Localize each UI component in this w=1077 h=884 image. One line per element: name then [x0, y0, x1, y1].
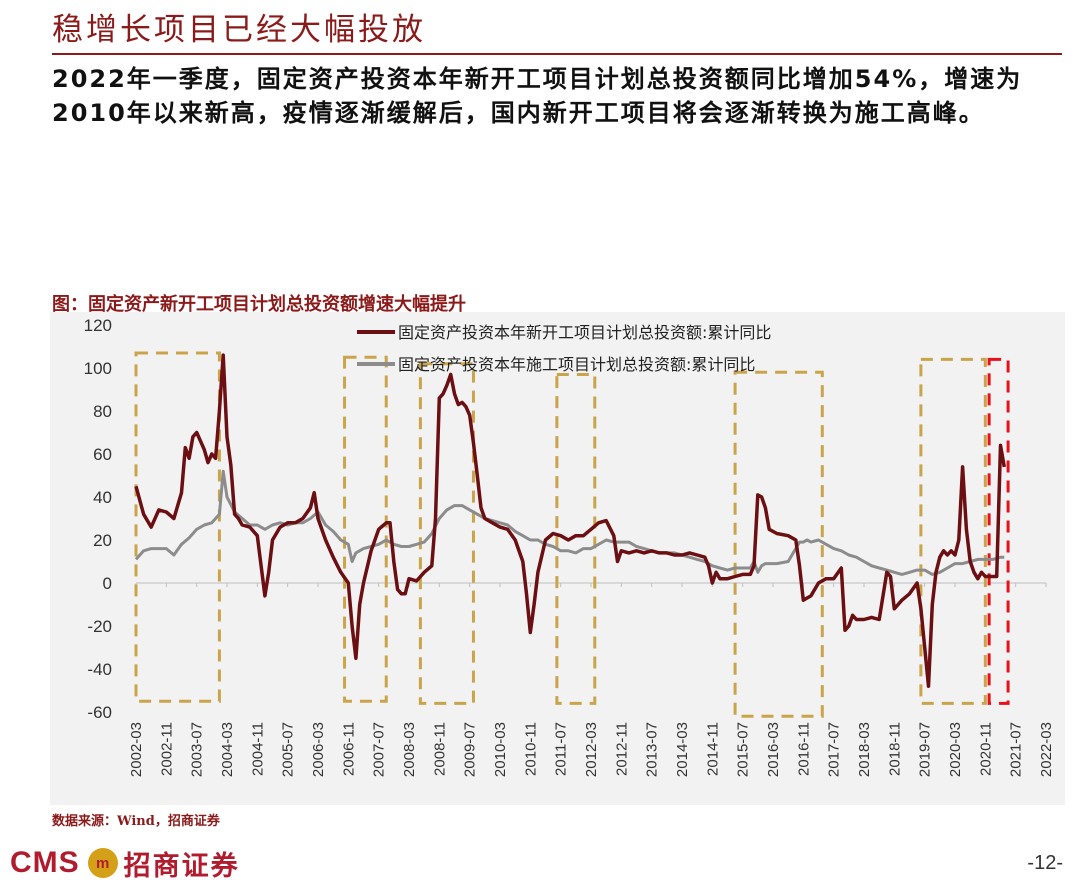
y-tick-label: 100	[84, 359, 112, 378]
logo-emblem-icon: m	[87, 848, 118, 878]
highlight-box	[418, 362, 475, 705]
slide-title: 稳增长项目已经大幅投放	[52, 12, 426, 48]
y-tick-label: -60	[87, 703, 112, 722]
x-tick-label: 2020-03	[947, 722, 964, 777]
x-tick-label: 2010-11	[522, 722, 539, 776]
title-divider	[52, 53, 1062, 55]
x-tick-label: 2005-07	[280, 722, 297, 777]
x-tick-label: 2010-03	[492, 722, 509, 777]
x-tick-label: 2020-11	[977, 722, 994, 776]
x-tick-label: 2017-07	[826, 722, 843, 777]
y-tick-label: -20	[87, 617, 112, 636]
x-tick-label: 2006-11	[340, 722, 357, 776]
series-line	[134, 469, 1005, 576]
highlight-box	[987, 357, 1010, 705]
x-tick-label: 2004-03	[219, 722, 236, 777]
y-tick-label: 60	[93, 445, 112, 464]
company-logo: CMS m 招商证券	[10, 843, 240, 883]
y-tick-label: -40	[87, 660, 112, 679]
x-tick-label: 2011-07	[553, 722, 570, 776]
x-tick-label: 2007-07	[371, 722, 388, 777]
data-source: 数据来源：Wind，招商证券	[52, 814, 220, 829]
x-tick-label: 2013-07	[644, 722, 661, 777]
y-tick-label: 0	[103, 574, 112, 593]
x-tick-label: 2012-11	[613, 722, 630, 776]
x-tick-label: 2002-11	[158, 722, 175, 776]
x-tick-label: 2006-03	[310, 722, 327, 777]
x-tick-label: 2021-07	[1008, 722, 1025, 777]
y-tick-label: 120	[84, 316, 112, 335]
x-tick-label: 2008-03	[401, 722, 418, 777]
figure-caption: 图：固定资产新开工项目计划总投资额增速大幅提升	[52, 294, 466, 315]
legend-label: 固定资产投资本年新开工项目计划总投资额:累计同比	[398, 323, 771, 342]
x-tick-label: 2019-07	[917, 722, 934, 777]
x-tick-label: 2002-03	[128, 722, 145, 777]
x-tick-label: 2018-03	[856, 722, 873, 777]
x-tick-label: 2015-07	[735, 722, 752, 777]
highlight-box	[733, 370, 824, 718]
legend-label: 固定资产投资本年施工项目计划总投资额:累计同比	[398, 355, 755, 374]
x-tick-label: 2016-11	[795, 722, 812, 776]
logo-latin: CMS	[10, 846, 80, 879]
x-tick-label: 2016-03	[765, 722, 782, 777]
y-tick-label: 80	[93, 402, 112, 421]
page-number: -12-	[1027, 852, 1063, 874]
series-line	[134, 353, 1007, 688]
highlight-box	[134, 351, 221, 703]
x-tick-label: 2008-11	[431, 722, 448, 776]
x-tick-label: 2018-11	[886, 722, 903, 776]
x-tick-label: 2022-03	[1038, 722, 1055, 777]
x-tick-label: 2004-11	[249, 722, 266, 776]
x-tick-label: 2009-07	[462, 722, 479, 777]
summary-text: 2022年一季度，固定资产投资本年新开工项目计划总投资额同比增加54%，增速为2…	[52, 65, 1023, 127]
highlight-box	[919, 357, 987, 705]
y-tick-label: 20	[93, 531, 112, 550]
highlight-box	[555, 372, 597, 705]
x-tick-label: 2012-03	[583, 722, 600, 777]
x-tick-label: 2003-07	[189, 722, 206, 777]
x-tick-label: 2014-03	[674, 722, 691, 777]
y-tick-label: 40	[93, 488, 112, 507]
x-tick-label: 2014-11	[704, 722, 721, 776]
highlight-box	[343, 355, 388, 703]
logo-chinese: 招商证券	[123, 850, 240, 882]
